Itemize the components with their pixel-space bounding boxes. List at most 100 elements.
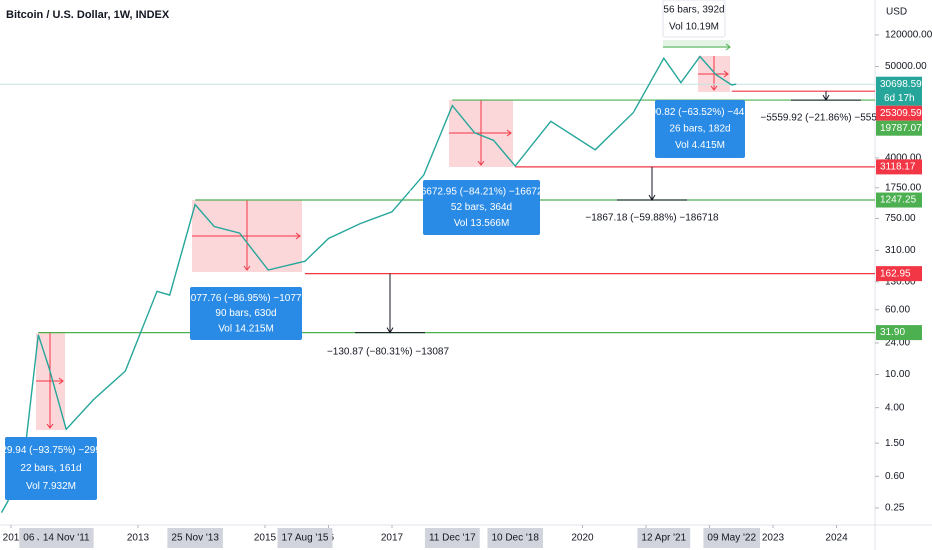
date-mark-bg xyxy=(703,528,761,548)
y-tick-label: 130.00 xyxy=(885,276,916,287)
price-tag-label: 19787.07 xyxy=(880,123,922,134)
range-arrow xyxy=(663,43,731,51)
x-tick-label: 2024 xyxy=(825,533,848,544)
price-tag-label: 25309.59 xyxy=(880,108,922,119)
date-mark-label: 17 Aug '15 xyxy=(282,533,329,544)
measure-text: 90 bars, 630d xyxy=(215,308,276,319)
price-tag-label: 30698.59 xyxy=(880,79,922,90)
date-mark-label: 12 Apr '21 xyxy=(641,533,686,544)
measure-text: Vol 7.932M xyxy=(26,481,76,492)
date-mark-bg xyxy=(167,528,223,548)
measure-text: Vol 10.19M xyxy=(669,22,719,33)
x-tick-label: 2013 xyxy=(127,533,150,544)
date-mark: 12 Apr '21 xyxy=(637,528,691,548)
level-change-arrow xyxy=(617,166,687,202)
date-mark: 14 Nov '11 xyxy=(38,528,94,548)
date-mark-label: 06 Jun xyxy=(23,533,53,544)
measure-text: 52 bars, 364d xyxy=(451,202,512,213)
measure-box: 56 bars, 392d Vol 10.19M xyxy=(662,0,726,38)
measure-box-bg xyxy=(190,287,302,340)
price-tag: 25309.59 xyxy=(876,105,922,121)
date-mark: 09 May '22 xyxy=(703,528,761,548)
y-tick-label: 0.25 xyxy=(885,503,905,514)
level-change-label: −1867.18 (−59.88%) −186718 xyxy=(585,213,719,224)
measure-box: −16672.95 (−84.21%) −1667295 52 bars, 364… xyxy=(409,180,554,235)
arrow xyxy=(477,100,485,166)
price-tag: 30698.59 6d 17h xyxy=(876,76,922,106)
level-change-arrow xyxy=(791,91,861,102)
measure-text: 56 bars, 392d xyxy=(663,5,724,16)
level-change-label: −5559.92 (−21.86%) −555992 xyxy=(760,113,894,124)
measure-box-bg xyxy=(423,180,540,235)
measure-text: −16672.95 (−84.21%) −1667295 xyxy=(409,186,554,197)
measure-box: −1077.76 (−86.95%) −107776 90 bars, 630d V… xyxy=(179,287,313,340)
date-mark-label: 14 Nov '11 xyxy=(43,533,90,544)
x-tick-label: 201 xyxy=(3,533,20,544)
date-mark-label: 09 May '22 xyxy=(707,533,756,544)
price-tag-bg xyxy=(876,76,922,106)
price-tag: 31.90 xyxy=(876,325,922,341)
date-mark-label: 10 Dec '18 xyxy=(491,533,539,544)
price-tag-label: 31.90 xyxy=(880,327,905,338)
y-tick-label: 60.00 xyxy=(885,304,910,315)
date-mark: 10 Dec '18 xyxy=(487,528,543,548)
y-tick-label: 310.00 xyxy=(885,245,916,256)
arrow xyxy=(698,70,729,78)
y-tick-label: 120000.00 xyxy=(885,30,932,41)
chart-title: Bitcoin / U.S. Dollar, 1W, INDEX xyxy=(6,9,170,21)
arrow xyxy=(243,200,251,271)
measure-box: −44100.82 (−63.52%) −4410082 26 bars, 182… xyxy=(628,100,773,158)
price-tag: 3118.17 xyxy=(876,159,922,175)
x-tick-label: 2015 xyxy=(254,533,277,544)
measure-text: Vol 13.566M xyxy=(454,218,510,229)
zone-arrows xyxy=(36,56,729,429)
measure-text: Vol 14.215M xyxy=(218,323,274,334)
price-tag: 162.95 xyxy=(876,266,922,282)
date-mark-bg xyxy=(38,528,94,548)
y-tick-label: 50000.00 xyxy=(885,61,927,72)
arrow xyxy=(46,333,54,429)
price-tag-label: 1247.25 xyxy=(880,195,917,206)
date-mark-bg xyxy=(487,528,543,548)
axis-unit: USD xyxy=(886,7,907,18)
level-change-arrow xyxy=(355,273,425,334)
price-tag-bg xyxy=(876,266,922,282)
price-tag-bg xyxy=(876,325,922,341)
measure-box-bg xyxy=(662,0,726,38)
price-tag-bg xyxy=(876,120,922,136)
date-mark-label: 11 Dec '17 xyxy=(429,533,476,544)
measure-box-bg xyxy=(5,437,97,500)
date-mark: 25 Nov '13 xyxy=(167,528,223,548)
date-mark: 11 Dec '17 xyxy=(424,528,480,548)
measure-box: −29.94 (−93.75%) −2994 22 bars, 161d Vol 7… xyxy=(0,437,107,500)
x-tick-label: 2023 xyxy=(762,533,785,544)
price-tag-label: 162.95 xyxy=(880,268,911,279)
arrow xyxy=(449,129,512,137)
price-countdown: 6d 17h xyxy=(884,93,915,104)
price-tag-label: 3118.17 xyxy=(880,162,916,173)
y-tick-label: 0.60 xyxy=(885,471,905,482)
y-tick-label: 1.50 xyxy=(885,438,905,449)
x-tick-label: 2020 xyxy=(571,533,594,544)
price-tag-bg xyxy=(876,105,922,121)
measure-text: −29.94 (−93.75%) −2994 xyxy=(0,445,107,456)
date-mark-label: 25 Nov '13 xyxy=(171,533,219,544)
arrow xyxy=(192,232,301,240)
date-mark-bg xyxy=(637,528,691,548)
y-tick-label: 750.00 xyxy=(885,213,916,224)
price-tag: 19787.07 xyxy=(876,120,922,136)
measure-text: −44100.82 (−63.52%) −4410082 xyxy=(628,107,773,118)
price-tag: 1247.25 xyxy=(876,192,922,208)
y-tick-label: 4000.00 xyxy=(885,153,922,164)
y-tick-label: 1750.00 xyxy=(885,182,922,193)
y-tick-label: 4.00 xyxy=(885,402,905,413)
drawings xyxy=(36,40,731,430)
level-change-label: −130.87 (−80.31%) −13087 xyxy=(327,347,449,358)
measure-text: Vol 4.415M xyxy=(675,140,725,151)
date-mark-bg xyxy=(424,528,480,548)
y-tick-label: 24.00 xyxy=(885,338,910,349)
price-tag-bg xyxy=(876,159,922,175)
date-mark: 17 Aug '15 xyxy=(277,528,333,548)
